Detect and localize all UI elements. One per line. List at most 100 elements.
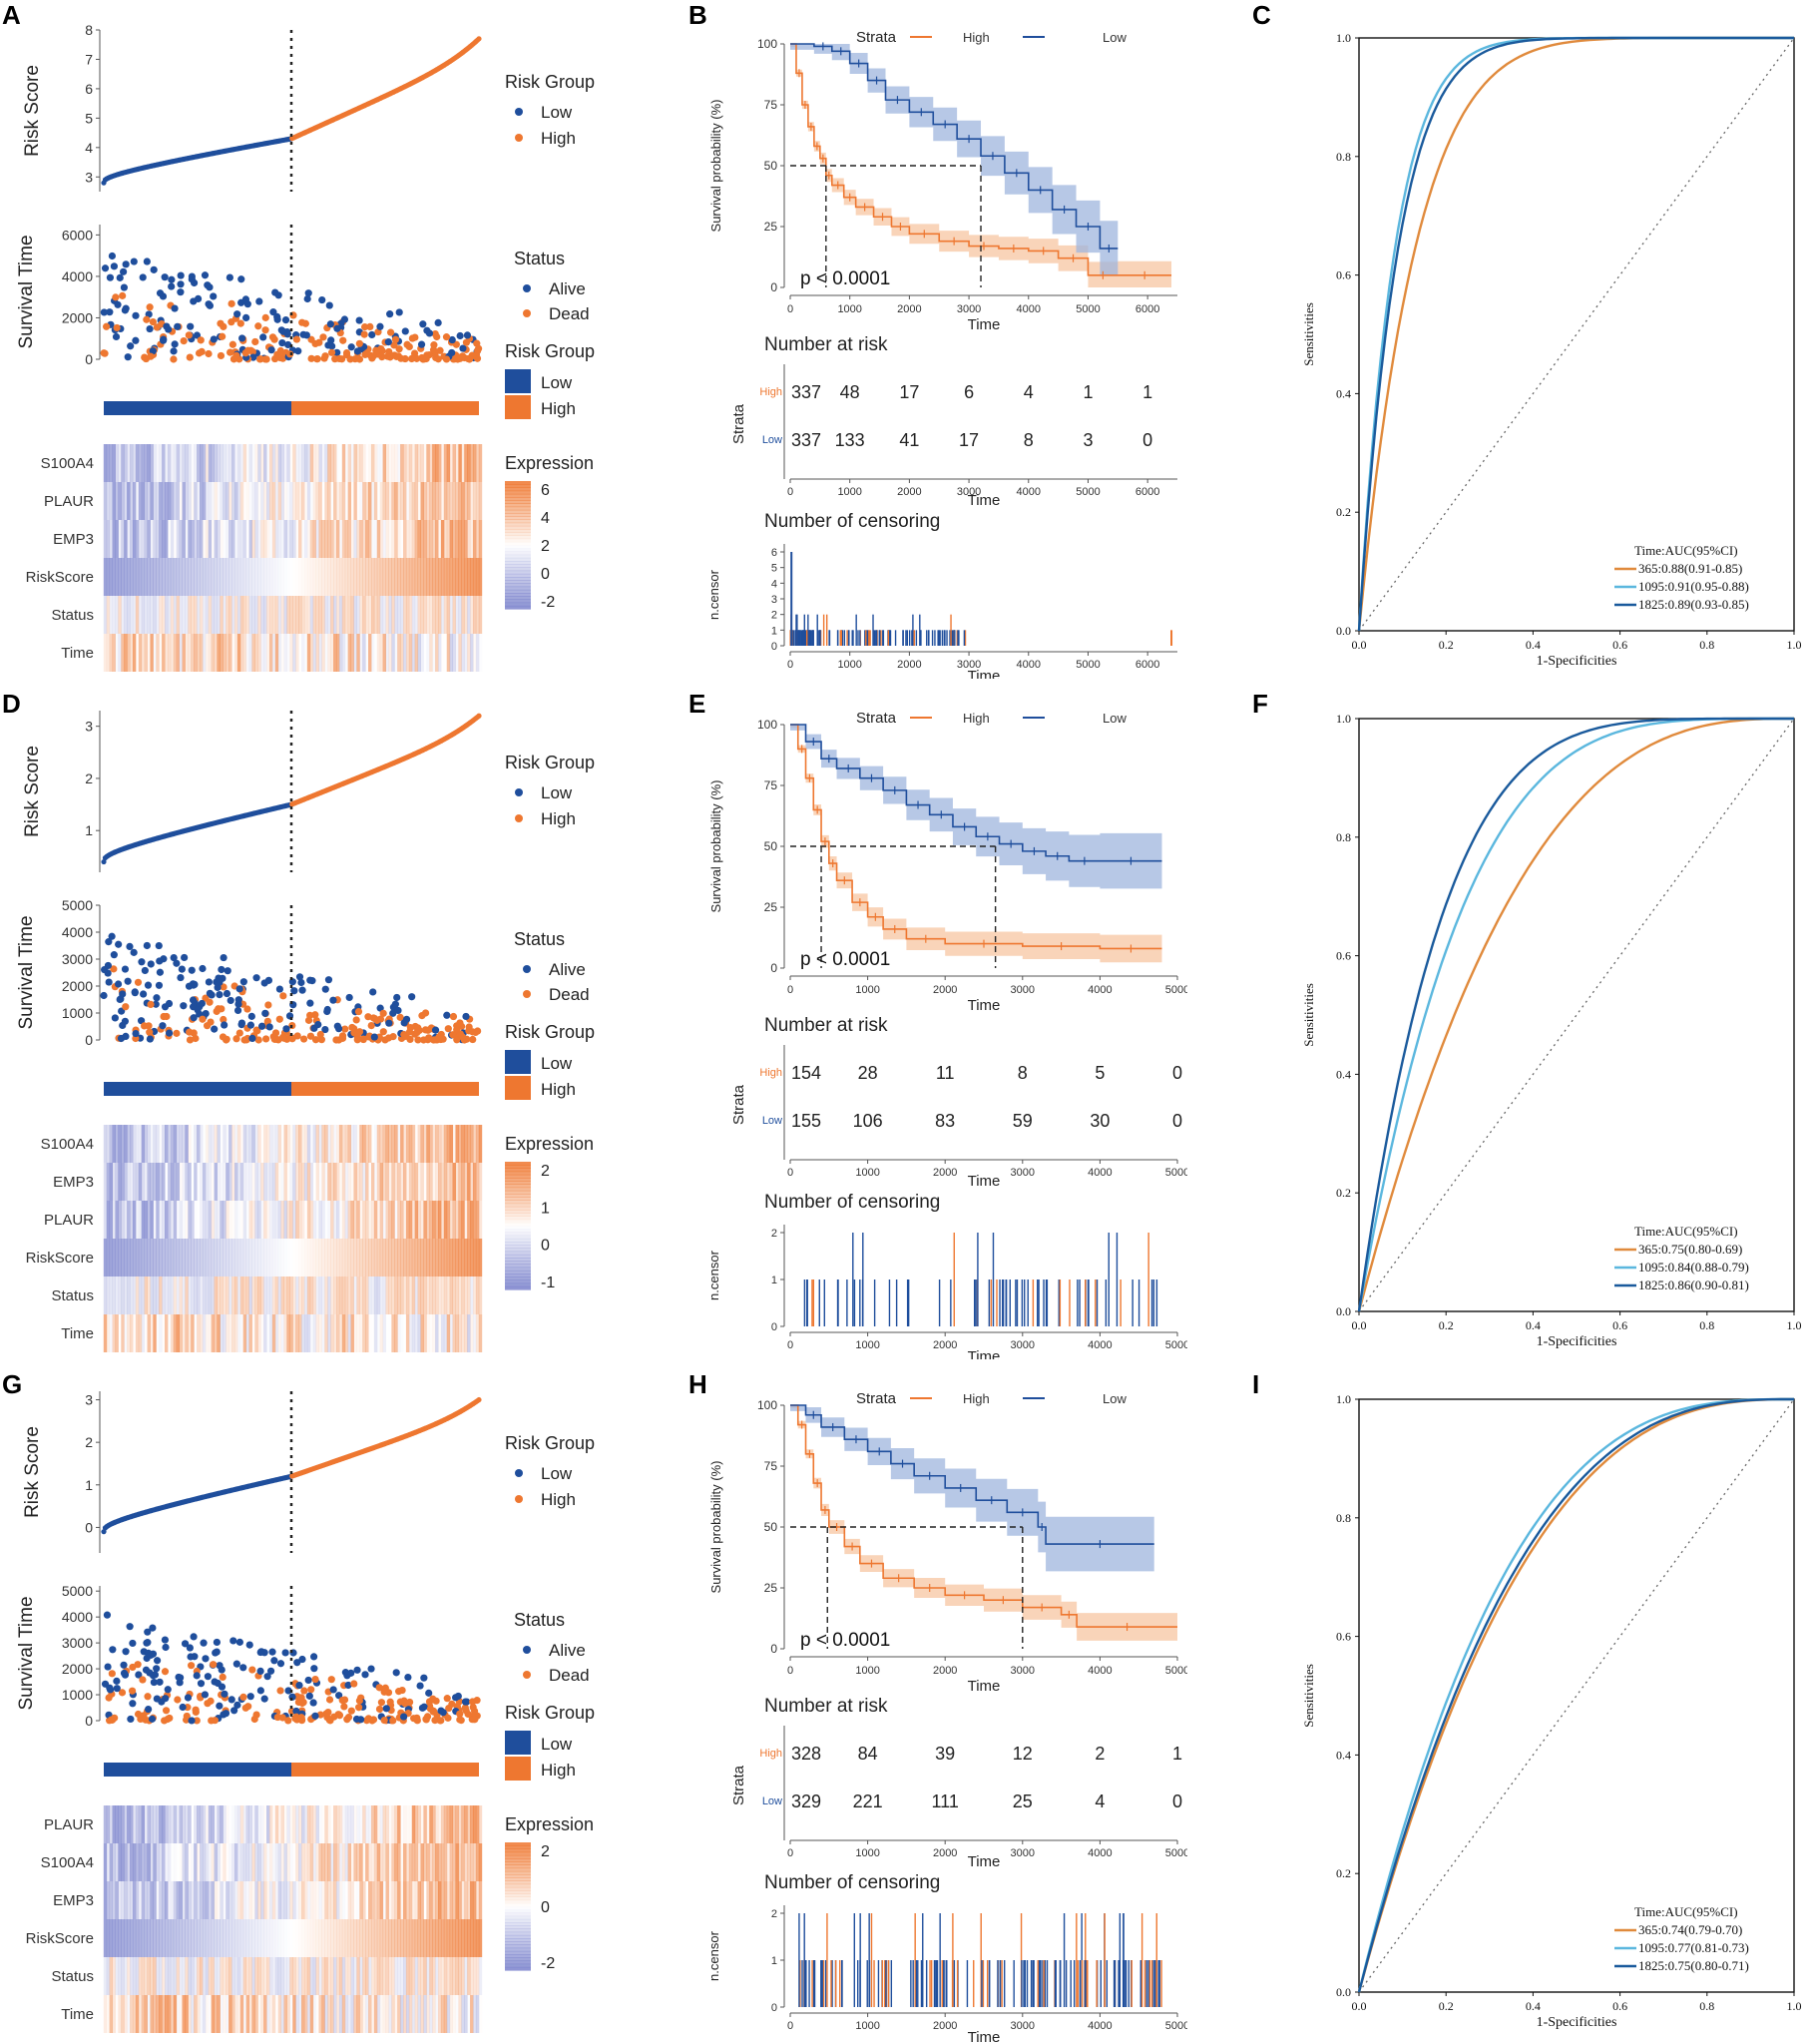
heatmap-cell	[217, 1843, 221, 1881]
survival-point	[350, 1029, 358, 1037]
survival-point	[340, 1696, 349, 1704]
heatmap-cell	[289, 596, 293, 634]
heatmap-cell	[118, 1239, 122, 1277]
heatmap-cell	[388, 634, 392, 672]
heatmap-cell	[370, 1277, 375, 1314]
heatmap-cell	[205, 1919, 210, 1957]
heatmap-cell	[103, 444, 108, 482]
heatmap-cell	[176, 1805, 181, 1843]
heatmap-cell	[257, 1125, 261, 1163]
heatmap-cell	[194, 1881, 198, 1919]
heatmap-cell	[429, 520, 433, 558]
survival-point	[100, 991, 108, 1000]
survival-point	[102, 322, 111, 330]
legend-expression-gradient	[505, 1238, 531, 1243]
heatmap-cell	[446, 1277, 451, 1314]
heatmap-cell	[197, 1163, 200, 1201]
heatmap-cell	[415, 1125, 418, 1163]
heatmap-cell	[338, 1843, 343, 1881]
heatmap-cell	[461, 1314, 465, 1352]
heatmap-cell	[429, 1277, 433, 1314]
heatmap-cell	[405, 1239, 410, 1277]
heatmap-cell	[236, 1277, 241, 1314]
heatmap-cell	[173, 1277, 178, 1314]
heatmap-cell	[403, 1314, 406, 1352]
heatmap-cell	[103, 482, 108, 520]
heatmap-cell	[362, 1881, 366, 1919]
legend-expression-gradient	[505, 1877, 531, 1881]
heatmap-cell	[440, 1957, 445, 1995]
heatmap-cell	[452, 1163, 456, 1201]
heatmap-cell	[306, 1314, 311, 1352]
heatmap-cell	[203, 520, 206, 558]
legend-expression-gradient	[505, 1162, 531, 1166]
survival-point	[200, 1639, 208, 1647]
survival-point	[401, 1700, 409, 1708]
heatmap-cell	[449, 1843, 454, 1881]
legend-expression-gradient	[505, 605, 531, 610]
heatmap-cell	[188, 558, 192, 596]
heatmap-row-label: Time	[61, 2006, 94, 2023]
heatmap-cell	[397, 1881, 401, 1919]
roc-y-tick-label: 0.8	[1336, 150, 1351, 164]
heatmap-cell	[266, 596, 270, 634]
heatmap-cell	[156, 1881, 160, 1919]
survival-point	[129, 1639, 137, 1648]
heatmap-cell	[385, 444, 389, 482]
heatmap-cell	[376, 1843, 381, 1881]
heatmap-cell	[423, 1995, 427, 2033]
heatmap-cell	[403, 1919, 407, 1957]
heatmap-cell	[205, 1881, 210, 1919]
heatmap-cell	[159, 520, 163, 558]
roc-x-tick-label: 0.6	[1612, 1318, 1627, 1332]
km-y-tick-label: 0	[770, 1642, 777, 1656]
heatmap-cell	[103, 1957, 108, 1995]
legend-expression-gradient	[505, 1931, 531, 1936]
heatmap-cell	[376, 444, 381, 482]
heatmap-cell	[353, 1957, 357, 1995]
legend-dead-label: Dead	[549, 985, 590, 1004]
heatmap-cell	[179, 558, 183, 596]
heatmap-cell	[405, 1919, 410, 1957]
survival-point	[238, 334, 246, 342]
heatmap-cell	[165, 1805, 169, 1843]
heatmap-cell	[245, 634, 250, 672]
heatmap-cell	[470, 1843, 474, 1881]
heatmap-cell	[254, 596, 258, 634]
heatmap-cell	[405, 634, 410, 672]
heatmap-cell	[236, 1239, 241, 1277]
heatmap-cell	[197, 1995, 201, 2033]
heatmap-cell	[408, 520, 413, 558]
heatmap-cell	[208, 1919, 213, 1957]
heatmap-cell	[144, 444, 148, 482]
heatmap-cell	[338, 1919, 343, 1957]
heatmap-cell	[115, 1277, 119, 1314]
heatmap-cell	[165, 1239, 169, 1277]
heatmap-cell	[341, 1239, 346, 1277]
heatmap-cell	[443, 1995, 448, 2033]
heatmap-cell	[138, 1995, 143, 2033]
heatmap-cell	[121, 1995, 125, 2033]
heatmap-cell	[145, 1314, 148, 1352]
heatmap-cell	[115, 1881, 119, 1919]
heatmap-cell	[315, 520, 319, 558]
legend-low-swatch	[505, 369, 531, 393]
heatmap-cell	[214, 444, 218, 482]
survival-point	[271, 288, 279, 296]
survival-point	[126, 942, 134, 950]
heatmap-cell	[289, 1201, 293, 1239]
legend-expression-gradient	[505, 589, 531, 594]
survival-point	[362, 1717, 371, 1725]
heatmap-cell	[420, 1239, 424, 1277]
heatmap-cell	[382, 1919, 387, 1957]
heatmap-cell	[144, 634, 148, 672]
legend-expression-gradient	[505, 506, 531, 511]
survival-point	[404, 1673, 412, 1682]
heatmap-cell	[274, 596, 279, 634]
heatmap-cell	[239, 444, 244, 482]
heatmap-cell	[315, 1843, 319, 1881]
heatmap-cell	[449, 444, 454, 482]
survival-point	[314, 1020, 322, 1029]
heatmap-cell	[173, 596, 178, 634]
heatmap-cell	[449, 1995, 454, 2033]
